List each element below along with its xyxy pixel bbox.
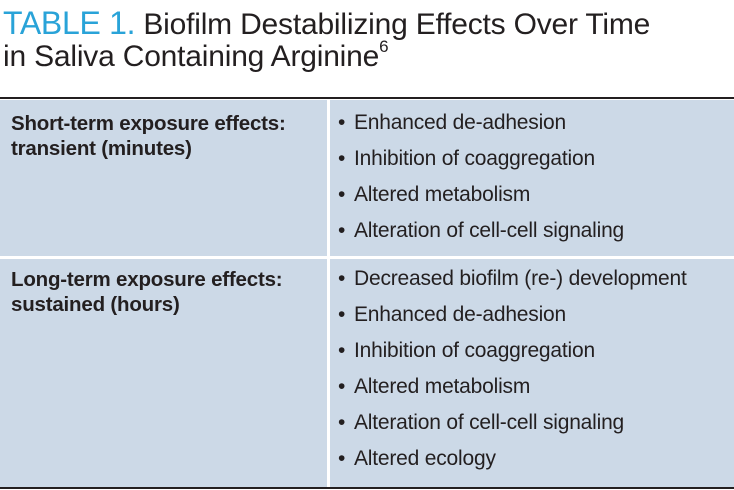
list-item-text: Altered metabolism bbox=[354, 183, 531, 206]
table-number-label: TABLE 1. bbox=[3, 5, 136, 41]
bullet-icon: • bbox=[338, 447, 346, 470]
bullet-icon: • bbox=[338, 411, 346, 434]
table-title: TABLE 1. Biofilm Destabilizing Effects O… bbox=[3, 6, 731, 73]
list-item: • Alteration of cell-cell signaling bbox=[338, 405, 687, 441]
row-header-line-1: Short-term exposure effects: bbox=[11, 112, 286, 135]
list-item: • Inhibition of coaggregation bbox=[338, 141, 624, 177]
list-item-text: Alteration of cell-cell signaling bbox=[354, 219, 625, 242]
list-item: • Altered metabolism bbox=[338, 369, 687, 405]
bullet-icon: • bbox=[338, 339, 346, 362]
list-item-text: Decreased biofilm (re-) development bbox=[354, 267, 687, 290]
bullet-icon: • bbox=[338, 147, 346, 170]
list-item-text: Inhibition of coaggregation bbox=[354, 339, 595, 362]
list-item: • Altered ecology bbox=[338, 441, 687, 477]
list-item: • Altered metabolism bbox=[338, 177, 624, 213]
title-line-1: TABLE 1. Biofilm Destabilizing Effects O… bbox=[3, 6, 731, 41]
row-header-line-1: Long-term exposure effects: bbox=[11, 268, 283, 291]
effects-list-short-term: • Enhanced de-adhesion • Inhibition of coa… bbox=[338, 105, 624, 249]
bullet-icon: • bbox=[338, 111, 346, 134]
bottom-rule bbox=[0, 487, 734, 489]
list-item: • Alteration of cell-cell signaling bbox=[338, 213, 624, 249]
list-item: • Enhanced de-adhesion bbox=[338, 105, 624, 141]
list-item-text: Altered ecology bbox=[354, 447, 496, 470]
bullet-icon: • bbox=[338, 183, 346, 206]
row-header-short-term: Short-term exposure effects: transient (… bbox=[11, 111, 323, 161]
bullet-icon: • bbox=[338, 219, 346, 242]
list-item-text: Alteration of cell-cell signaling bbox=[354, 411, 625, 434]
row-divider bbox=[0, 256, 734, 259]
table-row-short-term: Short-term exposure effects: transient (… bbox=[0, 100, 734, 258]
bullet-icon: • bbox=[338, 375, 346, 398]
column-divider bbox=[327, 100, 330, 487]
bullet-icon: • bbox=[338, 267, 346, 290]
table-row-long-term: Long-term exposure effects: sustained (h… bbox=[0, 259, 734, 487]
list-item-text: Altered metabolism bbox=[354, 375, 531, 398]
title-text-line-2: in Saliva Containing Arginine bbox=[3, 40, 380, 74]
title-line-2: in Saliva Containing Arginine6 bbox=[3, 38, 731, 74]
title-text-line-1: Biofilm Destabilizing Effects Over Time bbox=[143, 8, 651, 41]
row-header-line-2: transient (minutes) bbox=[11, 137, 192, 160]
list-item-text: Enhanced de-adhesion bbox=[354, 303, 567, 326]
list-item-text: Enhanced de-adhesion bbox=[354, 111, 567, 134]
bullet-icon: • bbox=[338, 303, 346, 326]
row-header-line-2: sustained (hours) bbox=[11, 293, 180, 316]
effects-list-long-term: • Decreased biofilm (re-) development • En… bbox=[338, 261, 687, 477]
row-header-long-term: Long-term exposure effects: sustained (h… bbox=[11, 267, 323, 317]
list-item: • Inhibition of coaggregation bbox=[338, 333, 687, 369]
top-rule bbox=[0, 97, 734, 99]
list-item: • Enhanced de-adhesion bbox=[338, 297, 687, 333]
effects-table: Short-term exposure effects: transient (… bbox=[0, 100, 734, 487]
list-item-text: Inhibition of coaggregation bbox=[354, 147, 595, 170]
reference-superscript: 6 bbox=[379, 37, 389, 57]
list-item: • Decreased biofilm (re-) development bbox=[338, 261, 687, 297]
